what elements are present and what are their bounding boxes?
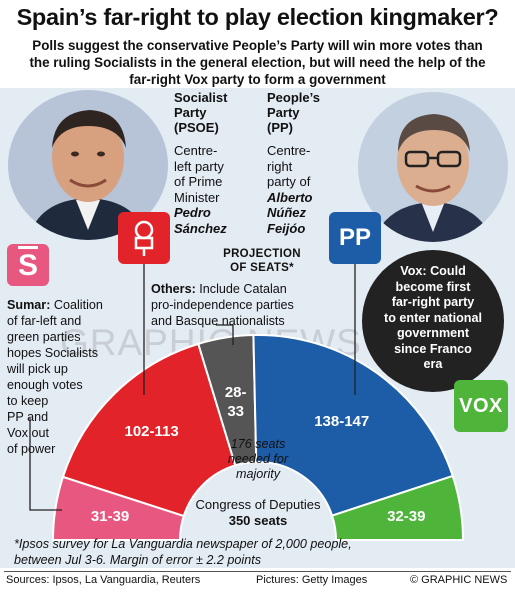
congress-seats: 350 seats <box>228 513 288 528</box>
sumar-desc-line: Vox out <box>7 426 50 440</box>
psoe-name: Socialist Party (PSOE) <box>174 90 264 135</box>
congress-line: Congress of Deputies <box>195 497 321 512</box>
sumar-desc-line: Coalition <box>50 298 103 312</box>
sumar-desc-line: of far-left and <box>7 314 82 328</box>
psoe-desc-line: left party <box>174 158 224 174</box>
seg-label-psoe: 102-113 <box>124 423 179 441</box>
others-range-low: 28- <box>224 383 247 401</box>
others-note: Others: Include Catalan pro-independence… <box>151 281 351 329</box>
psoe-desc-line: Minister <box>174 189 220 205</box>
vox-note-circle: Vox: Could become first far-right party … <box>362 250 504 392</box>
seat-segment-vox <box>330 474 465 541</box>
others-leader-line <box>216 324 234 345</box>
others-desc-line: Include Catalan <box>195 282 287 296</box>
sumar-desc-line: enough votes <box>7 378 83 392</box>
seat-segment-pp <box>252 334 455 517</box>
sanchez-portrait <box>8 90 168 240</box>
majority-line: 176 seats <box>230 437 286 451</box>
psoe-desc-line: of Prime <box>174 174 223 189</box>
pp-name-line: People’s <box>267 90 320 105</box>
sumar-desc-line: to keep <box>7 394 49 408</box>
pp-name: People’s Party (PP) <box>267 90 357 135</box>
vox-note-line: to enter national <box>384 310 482 325</box>
psoe-info: Socialist Party (PSOE) Centre- left part… <box>174 90 264 236</box>
vox-note-line: Vox: Could <box>400 264 466 278</box>
pp-info: People’s Party (PP) Centre- right party … <box>267 90 357 236</box>
sumar-desc-line: green parties <box>7 330 81 344</box>
seat-segment-psoe <box>61 342 237 518</box>
pp-name-line: (PP) <box>267 120 293 135</box>
psoe-name-line: Party <box>174 105 207 120</box>
footer-rule <box>4 571 511 572</box>
projection-line: OF SEATS* <box>230 262 294 274</box>
sumar-logo-text: S <box>17 249 38 282</box>
seg-label-pp: 138-147 <box>314 413 370 431</box>
majority-note: 176 seats needed for majority <box>208 437 308 482</box>
footnote-line: *Ipsos survey for La Vanguardia newspape… <box>14 537 352 551</box>
majority-line: majority <box>235 467 281 481</box>
pp-logo-text: PP <box>338 224 371 251</box>
footnote-line: between Jul 3-6. Margin of error ± 2.2 p… <box>14 552 262 567</box>
footer-credit: © GRAPHIC NEWS <box>410 574 508 586</box>
projection-line: PROJECTION <box>223 248 301 260</box>
vox-logo: VOX <box>454 380 508 432</box>
vox-note-line: far-right party <box>391 295 475 309</box>
sumar-name: Sumar: <box>7 298 51 312</box>
seg-label-others: 28- 33 <box>225 383 247 421</box>
headline: Spain’s far-right to play election kingm… <box>16 4 499 30</box>
seg-label-sumar: 31-39 <box>90 508 130 526</box>
pp-name-line: Party <box>267 105 300 120</box>
psoe-logo <box>118 212 170 264</box>
vox-note-line: government <box>396 326 470 340</box>
sumar-leader-line <box>29 418 62 511</box>
vox-logo-text: VOX <box>459 395 503 417</box>
pp-desc-line: party of <box>267 174 311 189</box>
footer-sources: Sources: Ipsos, La Vanguardia, Reuters <box>6 574 201 586</box>
sumar-desc-line: PP and <box>7 410 49 424</box>
pp-desc-line: right <box>267 158 293 174</box>
psoe-leader-line: Pedro <box>174 205 211 220</box>
psoe-desc-line: Centre- <box>174 143 218 158</box>
congress-label: Congress of Deputies 350 seats <box>178 497 338 529</box>
vox-note-line: era <box>423 357 443 371</box>
vox-note-line: become first <box>395 279 471 294</box>
psoe-description: Centre- left party of Prime Minister Ped… <box>174 143 264 236</box>
seg-label-vox: 32-39 <box>387 507 426 525</box>
sumar-logo: S <box>7 244 49 286</box>
sumar-desc-line: hopes Socialists <box>7 346 99 360</box>
majority-hole <box>181 463 335 540</box>
pp-description: Centre- right party of Alberto Núñez Fei… <box>267 143 357 236</box>
footnote: *Ipsos survey for La Vanguardia newspape… <box>14 537 504 568</box>
pp-leader-line: Alberto <box>267 189 313 205</box>
pp-leader-line: Feijóo <box>267 220 306 236</box>
projection-label: PROJECTION OF SEATS* <box>214 247 310 275</box>
psoe-leader-line: Sánchez <box>174 220 227 236</box>
rose-fist-icon <box>134 220 154 256</box>
pp-logo: PP <box>329 212 381 264</box>
pp-leader-line: Núñez <box>267 205 306 220</box>
sumar-desc-line: will pick up <box>7 362 68 376</box>
sumar-desc-line: of power <box>7 442 56 456</box>
footer-pictures: Pictures: Getty Images <box>256 574 368 586</box>
sumar-note: Sumar: Coalition of far-left and green p… <box>7 297 137 457</box>
psoe-name-line: (PSOE) <box>174 120 219 135</box>
subhead: Polls suggest the conservative People’s … <box>29 38 486 87</box>
vox-note-line: since Franco <box>394 341 472 356</box>
others-desc-line: and Basque nationalists <box>151 314 285 328</box>
majority-line: needed for <box>227 452 289 466</box>
pp-desc-line: Centre- <box>267 143 311 158</box>
others-name: Others: <box>151 282 196 296</box>
psoe-name-line: Socialist <box>174 90 228 105</box>
others-range-high: 33 <box>227 402 245 420</box>
others-desc-line: pro-independence parties <box>151 298 294 312</box>
feijoo-portrait <box>358 92 508 242</box>
